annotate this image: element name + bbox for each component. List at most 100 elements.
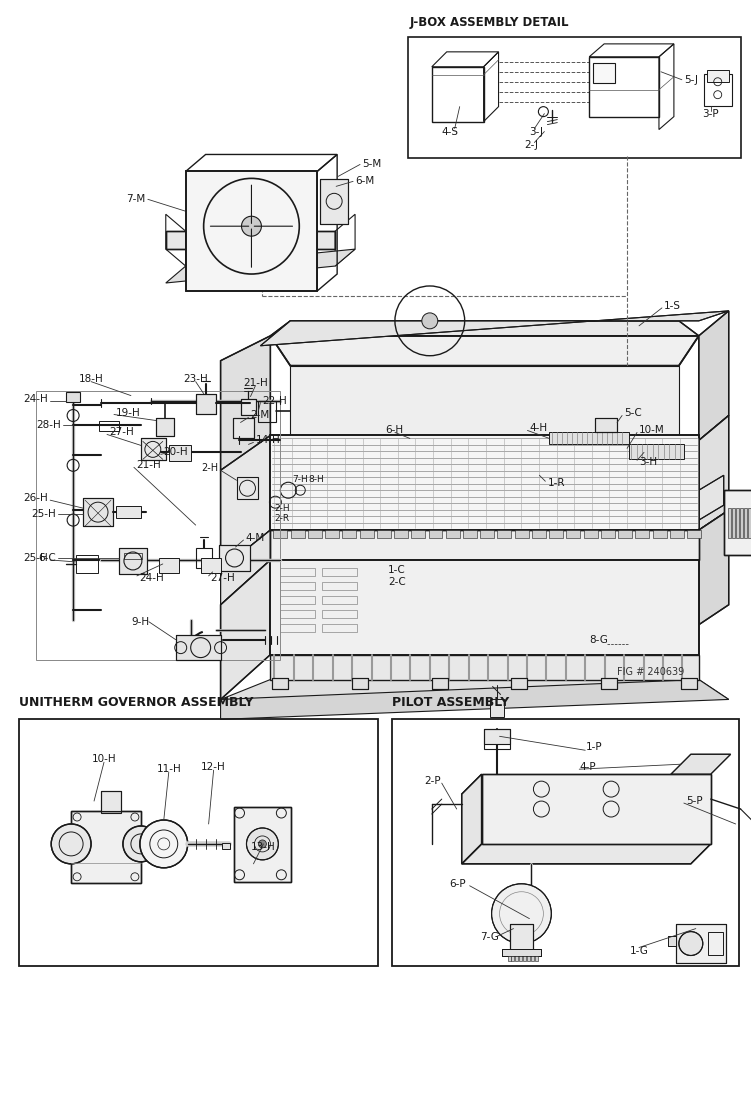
Circle shape [492,883,551,944]
Bar [71,811,141,883]
Text: 25-H: 25-H [23,553,48,563]
Bar [308,530,322,538]
Bar [219,544,250,571]
Text: 18-H: 18-H [79,374,104,384]
Text: 2-R: 2-R [274,514,290,522]
Bar [219,544,250,571]
Bar [728,508,731,538]
Bar [732,508,735,538]
Bar [322,624,357,631]
Text: 1-R: 1-R [547,478,565,488]
Bar [687,530,701,538]
Bar [322,609,357,618]
Polygon shape [220,560,271,700]
Bar [704,74,732,106]
Text: 2-J: 2-J [524,140,538,150]
Polygon shape [699,416,729,530]
Bar [241,398,256,415]
Bar [723,491,752,556]
Bar [124,553,142,559]
Text: 1-C: 1-C [388,565,406,575]
Bar [352,678,368,690]
Bar [511,678,527,690]
Text: 27-H: 27-H [211,573,235,583]
Bar [481,530,494,538]
Bar [20,719,378,967]
Polygon shape [699,311,729,440]
Bar [119,548,147,574]
Text: 7-M: 7-M [126,195,146,205]
Bar [532,530,546,538]
Bar [498,530,511,538]
Bar [432,678,447,690]
Bar [186,172,317,292]
Bar [618,530,632,538]
Bar [280,582,315,590]
Bar [502,948,541,957]
Bar [394,530,408,538]
Polygon shape [220,436,271,570]
Bar [359,530,374,538]
Bar [508,957,511,961]
Polygon shape [220,680,729,719]
Bar [511,957,514,961]
Text: J-BOX ASSEMBLY DETAIL: J-BOX ASSEMBLY DETAIL [410,15,569,29]
Circle shape [679,932,703,956]
Text: 21-H: 21-H [243,377,268,387]
Bar [635,530,649,538]
Bar [271,530,699,560]
Bar [196,394,216,414]
Bar [101,791,121,811]
Text: 6-H: 6-H [385,426,403,436]
Bar [676,924,726,964]
Text: 20-H: 20-H [162,448,187,458]
Bar [723,491,752,556]
Text: 19-H: 19-H [116,407,141,418]
Bar [653,530,666,538]
Bar [101,791,121,813]
Text: 2-C: 2-C [388,576,406,587]
Text: 2-H: 2-H [202,463,219,473]
Bar [676,924,726,964]
Bar [325,530,339,538]
Bar [515,957,518,961]
Text: 3-P: 3-P [702,109,719,119]
Bar [523,957,526,961]
Circle shape [51,824,91,864]
Bar [735,508,738,538]
Bar [36,390,280,660]
Text: 14-H: 14-H [256,436,280,446]
Bar [747,508,750,538]
Bar [566,530,581,538]
Text: 5-P: 5-P [686,796,702,806]
Bar [520,957,523,961]
Bar [186,172,317,292]
Text: 21-H: 21-H [136,460,161,471]
Bar [744,508,747,538]
Text: 6-C: 6-C [38,553,56,563]
Text: 1-S: 1-S [664,301,681,311]
Bar [71,811,141,883]
Text: 3-H: 3-H [639,458,657,468]
Bar [290,365,679,440]
Bar [392,719,738,967]
Bar [196,394,216,414]
Polygon shape [671,755,731,774]
Bar [601,678,617,690]
Text: 2-H: 2-H [274,504,290,513]
Text: 4-P: 4-P [579,762,596,772]
Text: 5-J: 5-J [684,75,698,85]
Bar [601,530,615,538]
Text: 1-P: 1-P [587,742,603,752]
Text: 5-M: 5-M [362,160,381,169]
Polygon shape [699,475,723,520]
Bar [463,530,477,538]
Bar [629,444,684,460]
Text: 25-H: 25-H [32,509,56,519]
Bar [271,436,699,530]
Text: 26-H: 26-H [23,493,48,503]
Bar [83,498,113,526]
Polygon shape [619,443,629,458]
Circle shape [140,820,188,868]
Bar [446,530,459,538]
